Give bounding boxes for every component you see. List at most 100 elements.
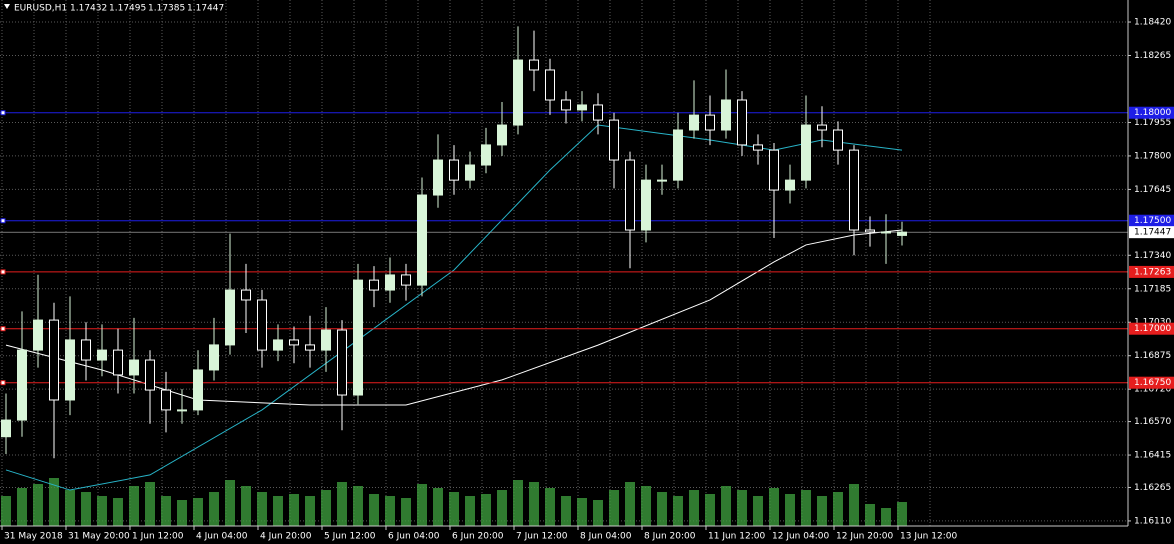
x-tick-label: 6 Jun 20:00 <box>452 532 504 542</box>
candle-body <box>673 129 683 181</box>
volume-bar <box>529 482 539 526</box>
candle-body <box>161 389 171 411</box>
y-tick-label: 1.16265 <box>1134 483 1171 493</box>
volume-bar <box>705 494 715 526</box>
x-tick-label: 6 Jun 04:00 <box>388 532 440 542</box>
candle-body <box>97 349 107 361</box>
x-tick-label: 8 Jun 20:00 <box>644 532 696 542</box>
candle-body <box>465 164 475 181</box>
candle-body <box>145 359 155 391</box>
candle-body <box>625 159 635 231</box>
candle-body <box>289 339 299 346</box>
volume-bar <box>433 488 443 526</box>
candle-body <box>433 159 443 196</box>
level-label: 1.17000 <box>1134 324 1171 334</box>
volume-bar <box>577 498 587 526</box>
x-tick-label: 5 Jun 12:00 <box>324 532 376 542</box>
volume-bar <box>657 492 667 526</box>
candle-body <box>801 124 811 181</box>
volume-bar <box>145 482 155 526</box>
volume-bar <box>209 492 219 526</box>
candle-body <box>417 194 427 286</box>
candle-body <box>177 409 187 412</box>
volume-bar <box>593 500 603 526</box>
level-label: 1.16750 <box>1134 378 1171 388</box>
volume-bar <box>33 484 43 526</box>
volume-bar <box>689 490 699 526</box>
candle-body <box>273 339 283 351</box>
candle-body <box>737 99 747 146</box>
candle-body <box>49 319 59 401</box>
candle-body <box>881 231 891 234</box>
candle-body <box>769 149 779 191</box>
x-tick-label: 4 Jun 04:00 <box>196 532 248 542</box>
volume-bar <box>721 486 731 526</box>
candle-body <box>449 159 459 181</box>
last-bar-value: 1.17495 <box>109 4 146 14</box>
level-layer <box>0 110 1128 386</box>
y-tick-label: 1.17800 <box>1134 151 1171 161</box>
level-label: 1.17263 <box>1134 267 1171 277</box>
volume-bar <box>289 494 299 526</box>
candle-body <box>529 59 539 71</box>
candle-body <box>65 339 75 401</box>
volume-bar <box>449 492 459 526</box>
candle-body <box>705 114 715 131</box>
grid <box>0 0 1128 526</box>
current-price-label: 1.17447 <box>1134 228 1171 238</box>
volume-bar <box>849 484 859 526</box>
x-tick-label: 12 Jun 04:00 <box>772 532 829 542</box>
y-tick-label: 1.18420 <box>1134 18 1171 28</box>
volume-bar <box>641 486 651 526</box>
volume-bar <box>161 496 171 526</box>
volume-bar <box>353 486 363 526</box>
volume-bar <box>769 488 779 526</box>
volume-bar <box>337 482 347 526</box>
x-tick-label: 11 Jun 12:00 <box>708 532 765 542</box>
volume-bar <box>273 496 283 526</box>
level-label: 1.17500 <box>1134 216 1171 226</box>
candle-body <box>865 229 875 233</box>
volume-layer <box>1 478 907 526</box>
volume-bar <box>817 496 827 526</box>
y-tick-label: 1.17185 <box>1134 284 1171 294</box>
volume-bar <box>497 490 507 526</box>
volume-bar <box>417 484 427 526</box>
candle-body <box>721 99 731 131</box>
level-label-box <box>1129 106 1174 119</box>
last-bar-value: 1.17447 <box>187 4 224 14</box>
y-tick-label: 1.16720 <box>1134 385 1171 395</box>
candle-body <box>113 349 123 376</box>
volume-bar <box>385 496 395 526</box>
menu-triangle[interactable] <box>4 4 10 9</box>
candle-body <box>593 104 603 121</box>
candle-body <box>305 344 315 351</box>
candle-body <box>193 369 203 411</box>
volume-bar <box>257 492 267 526</box>
level-marker <box>0 326 6 332</box>
candle-body <box>129 359 139 376</box>
candle-body <box>481 144 491 166</box>
y-tick-label: 1.17645 <box>1134 185 1171 195</box>
candle-body <box>689 114 699 131</box>
volume-bar <box>897 502 907 526</box>
volume-bar <box>401 498 411 526</box>
candle-body <box>241 289 251 301</box>
candle-body <box>609 119 619 161</box>
candle-body <box>209 344 219 371</box>
volume-bar <box>561 496 571 526</box>
level-marker <box>0 380 6 386</box>
candle-body <box>81 339 91 361</box>
candle-body <box>321 329 331 351</box>
y-tick-label: 1.17955 <box>1134 118 1171 128</box>
volume-bar <box>225 480 235 526</box>
candle-body <box>401 274 411 286</box>
volume-bar <box>81 492 91 526</box>
chart-title: EURUSD,H1 <box>14 4 67 14</box>
x-tick-label: 31 May 2018 <box>4 532 63 542</box>
current-price-box <box>1129 226 1174 239</box>
x-tick-label: 1 Jun 12:00 <box>132 532 184 542</box>
candle-body <box>561 99 571 111</box>
